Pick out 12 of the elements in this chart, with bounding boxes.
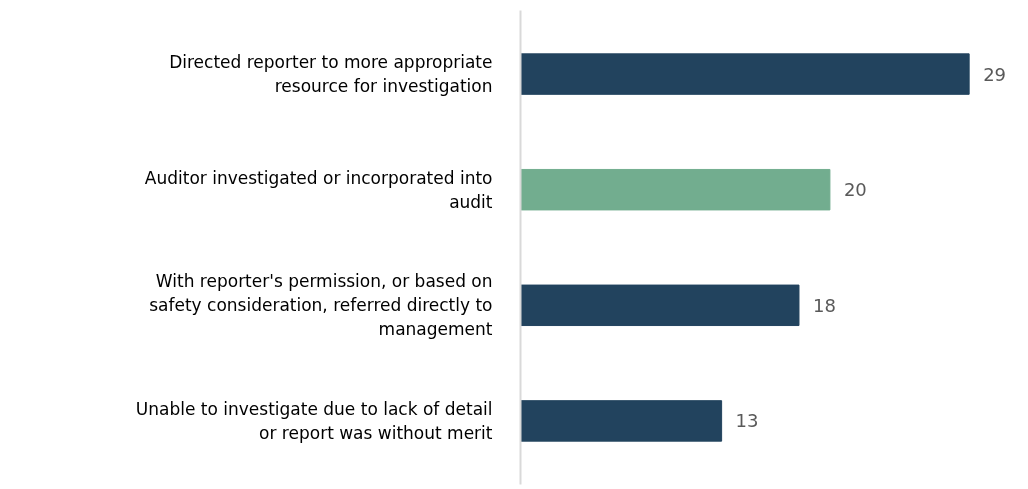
bar	[520, 168, 831, 211]
y-tick-label: Auditor investigated or incorporated into audit	[144, 167, 493, 212]
y-tick-label: With reporter's permission, or based on safety consideration, referred directly to management	[149, 271, 493, 340]
data-label: 20	[843, 179, 867, 201]
bar	[520, 400, 723, 442]
bar	[520, 53, 970, 95]
y-tick-label: Directed reporter to more appropriate resource for investigation	[169, 52, 493, 97]
data-label: 29	[983, 63, 1007, 85]
y-tick-label: Unable to investigate due to lack of detail or report was without merit	[135, 398, 493, 443]
data-label: 13	[735, 410, 759, 432]
bar	[520, 284, 800, 327]
data-label: 18	[812, 294, 836, 316]
